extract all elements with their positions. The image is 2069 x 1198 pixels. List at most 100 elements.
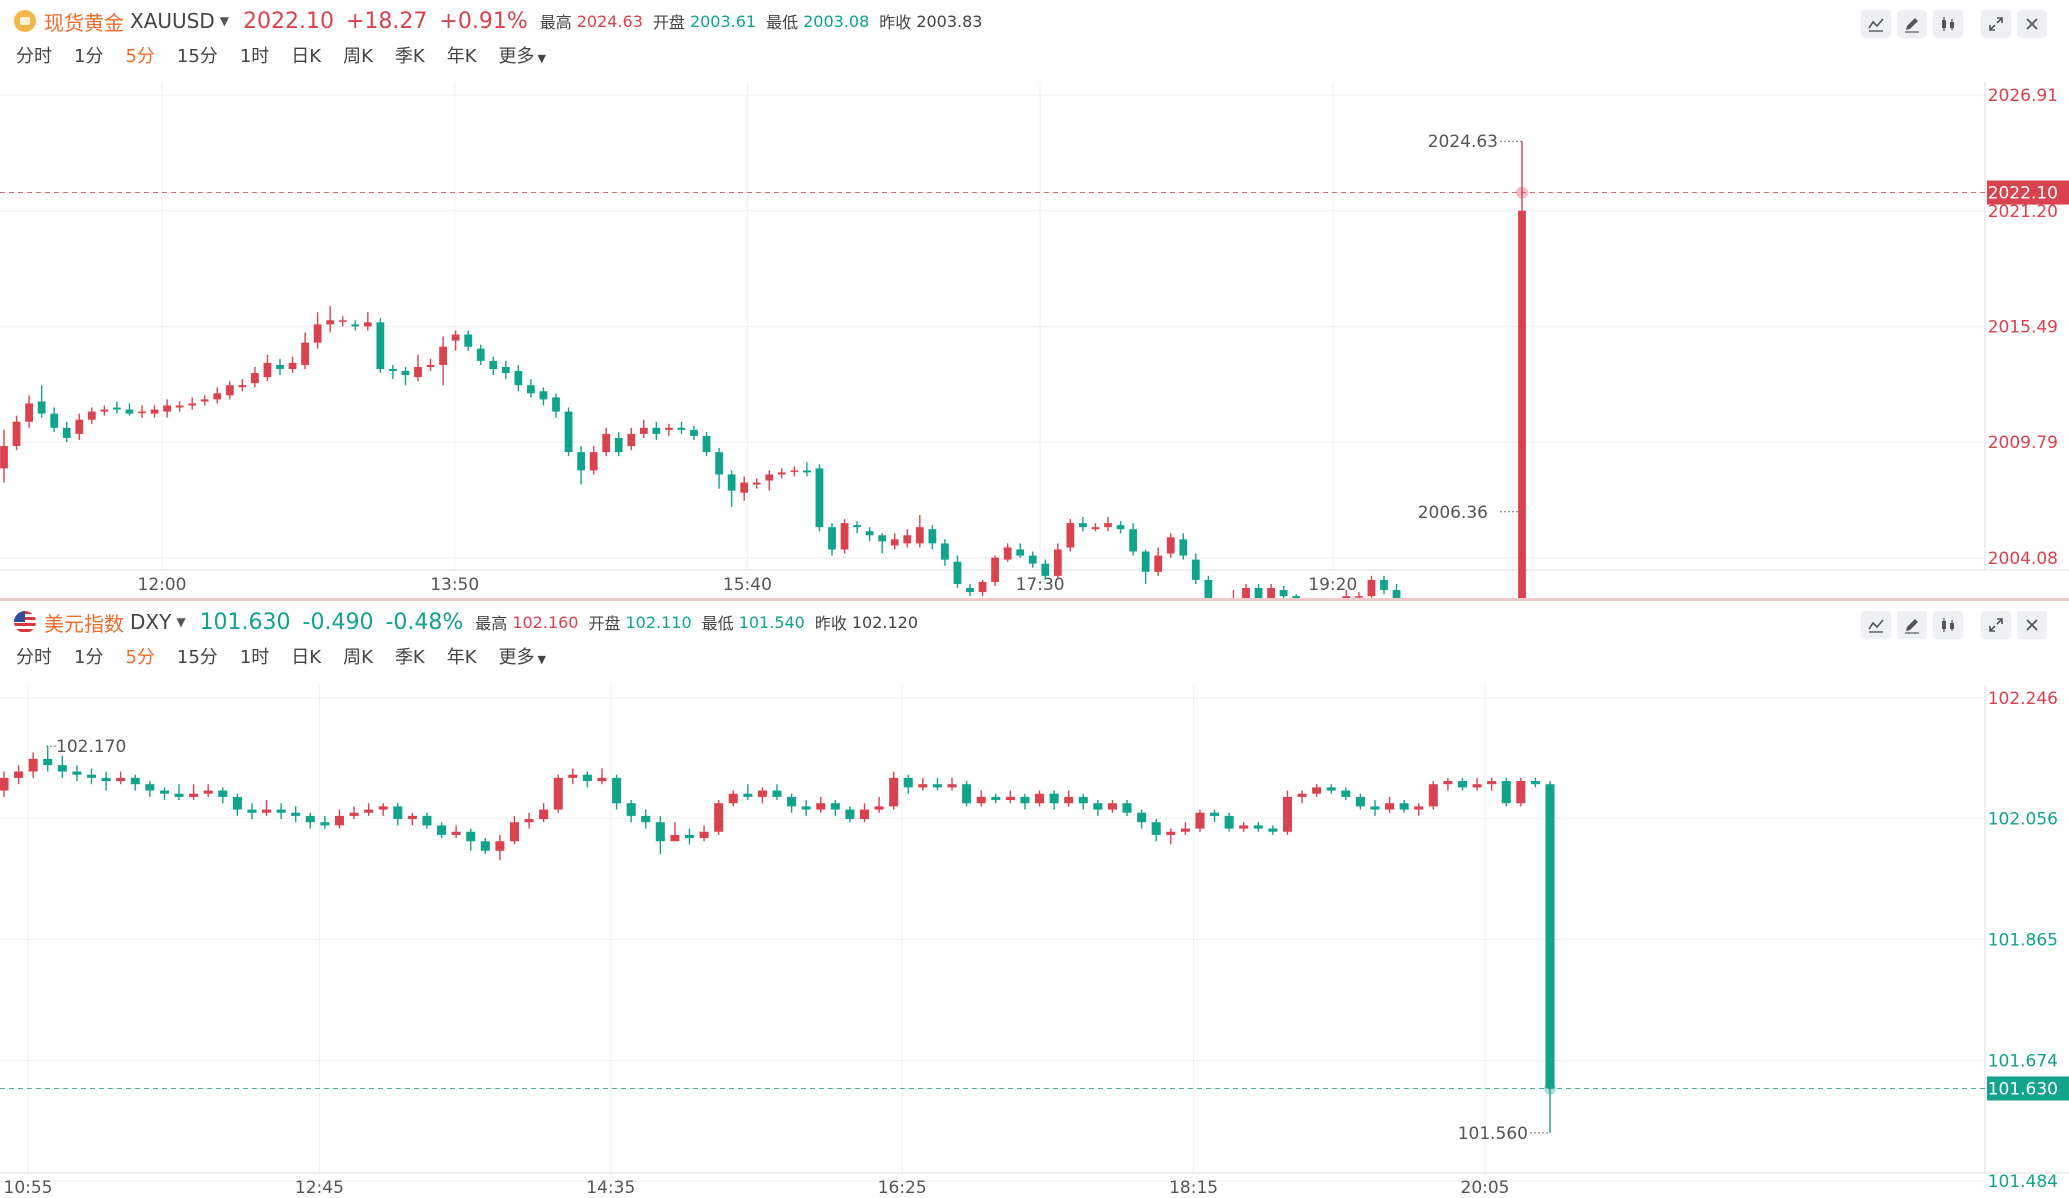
dxy-candle-body [655,822,665,842]
tab-more[interactable]: 更多 ▼ [499,42,546,68]
dxy-candle-body [714,803,724,832]
dxy-candle-body [1341,790,1351,797]
gold-candle-body [451,334,460,341]
tab-daily[interactable]: 日K [291,647,322,668]
dxy-candlestick-chart[interactable]: 10:55 12:45 14:35 16:25 18:15 20:05 102.246 102… [0,601,2069,1198]
dxy-symbol-name[interactable]: 美元指数 [44,611,124,636]
dxy-candle-body [1428,784,1438,807]
gold-candle-body [1016,549,1025,556]
chevron-down-icon: ▼ [537,653,546,666]
dxy-candle-body [349,812,359,816]
dxy-change-pct: -0.48% [385,609,464,635]
dxy-candle-body [553,777,563,810]
tab-weekly[interactable]: 周K [343,46,373,67]
gold-change-pct: +0.91% [439,8,528,34]
tab-more[interactable]: 更多 ▼ [499,643,546,669]
gold-candle-body [1141,551,1150,572]
dxy-x-tick-label: 12:45 [295,1178,344,1198]
panel-divider[interactable] [0,598,2069,601]
gold-candle-body [376,322,385,369]
gold-y-tick-label: 2009.79 [1988,433,2058,453]
tab-yearly[interactable]: 年K [446,647,477,668]
gold-chart-toolbar [1855,10,2047,38]
gold-y-tick-label: 2026.91 [1988,86,2058,106]
gold-candle-body [527,385,535,394]
tab-1hour[interactable]: 1时 [239,647,270,668]
indicator-icon[interactable] [1861,611,1891,639]
dxy-current-price-tag [1987,1076,2069,1101]
gold-candlestick-chart[interactable]: 12:00 13:50 15:40 17:30 19:202026.912021.202… [0,0,2069,598]
dxy-candle-body [1078,796,1088,804]
tab-daily[interactable]: 日K [291,46,322,67]
gold-candle-body [238,385,247,388]
close-icon[interactable] [2017,611,2047,639]
tab-15min[interactable]: 15分 [176,647,218,668]
gold-candle-body [853,525,861,528]
gold-candle-body [401,371,410,376]
dxy-candle-body [991,796,1001,801]
dxy-candle-body [1268,828,1278,832]
chevron-down-icon[interactable]: ▼ [176,615,186,629]
gold-current-price-label: 2022.10 [1988,184,2058,204]
dxy-candle-body [1064,796,1074,804]
tab-quarterly[interactable]: 季K [394,46,425,67]
gold-symbol-name[interactable]: 现货黄金 [44,10,124,35]
gold-candle-body [966,588,974,593]
expand-icon[interactable] [1981,611,2011,639]
gold-candle-body [1204,579,1213,598]
gold-symbol-code[interactable]: XAUUSD [130,9,215,33]
gold-candle-body [501,366,510,374]
dxy-candle-body [407,815,417,820]
candle-style-icon[interactable] [1933,611,1963,639]
dxy-candle-body [1035,793,1045,804]
tab-intraday[interactable]: 分时 [16,647,52,668]
tab-5min[interactable]: 5分 [125,647,155,668]
dxy-symbol-code[interactable]: DXY [130,610,172,634]
dxy-candle-body [495,841,505,851]
gold-candle-body [815,468,824,528]
gold-candle-body [1254,588,1263,598]
gold-candle-body [740,482,749,493]
dxy-candle-body [1107,803,1117,810]
close-icon[interactable] [2017,10,2047,38]
dxy-candle-body [218,790,228,797]
dxy-candle-body [1093,803,1103,810]
gold-candle-body [765,474,774,481]
tab-quarterly[interactable]: 季K [394,647,425,668]
tab-1hour[interactable]: 1时 [239,46,270,67]
draw-icon[interactable] [1897,611,1927,639]
dxy-candle-body [816,803,826,810]
gold-candle-body [1104,523,1112,528]
dxy-candle-body [466,831,476,842]
dxy-x-tick-label: 14:35 [586,1178,635,1198]
dxy-candle-body [1443,781,1453,785]
gold-coin-icon [14,10,36,32]
tab-5min[interactable]: 5分 [125,46,155,67]
draw-icon[interactable] [1897,10,1927,38]
dxy-candle-body [845,809,855,820]
tab-1min[interactable]: 1分 [74,647,104,668]
indicator-icon[interactable] [1861,10,1891,38]
tab-yearly[interactable]: 年K [446,46,477,67]
dxy-candle-body [1180,828,1190,832]
dxy-x-tick-label: 20:05 [1461,1178,1510,1198]
dxy-candle-body [0,777,9,791]
gold-extreme-label: 2006.36 [1418,503,1488,523]
tab-intraday[interactable]: 分时 [16,46,52,67]
gold-candle-body [552,397,560,412]
gold-candle-body [338,320,347,322]
expand-icon[interactable] [1981,10,2011,38]
dxy-candle-body [1530,781,1540,785]
gold-candle-body [903,535,912,544]
dxy-candle-body [641,815,651,823]
tab-1min[interactable]: 1分 [74,46,104,67]
tab-15min[interactable]: 15分 [176,46,218,67]
dxy-candle-body [932,784,942,788]
gold-y-tick-label: 2004.08 [1988,549,2058,569]
chevron-down-icon[interactable]: ▼ [219,14,229,28]
tab-weekly[interactable]: 周K [343,647,373,668]
gold-candle-body [426,364,435,367]
gold-interval-tabs: 分时 1分 5分 15分 1时 日K 周K 季K 年K 更多 ▼ [16,42,568,68]
candle-style-icon[interactable] [1933,10,1963,38]
gold-candle-body [727,474,736,491]
